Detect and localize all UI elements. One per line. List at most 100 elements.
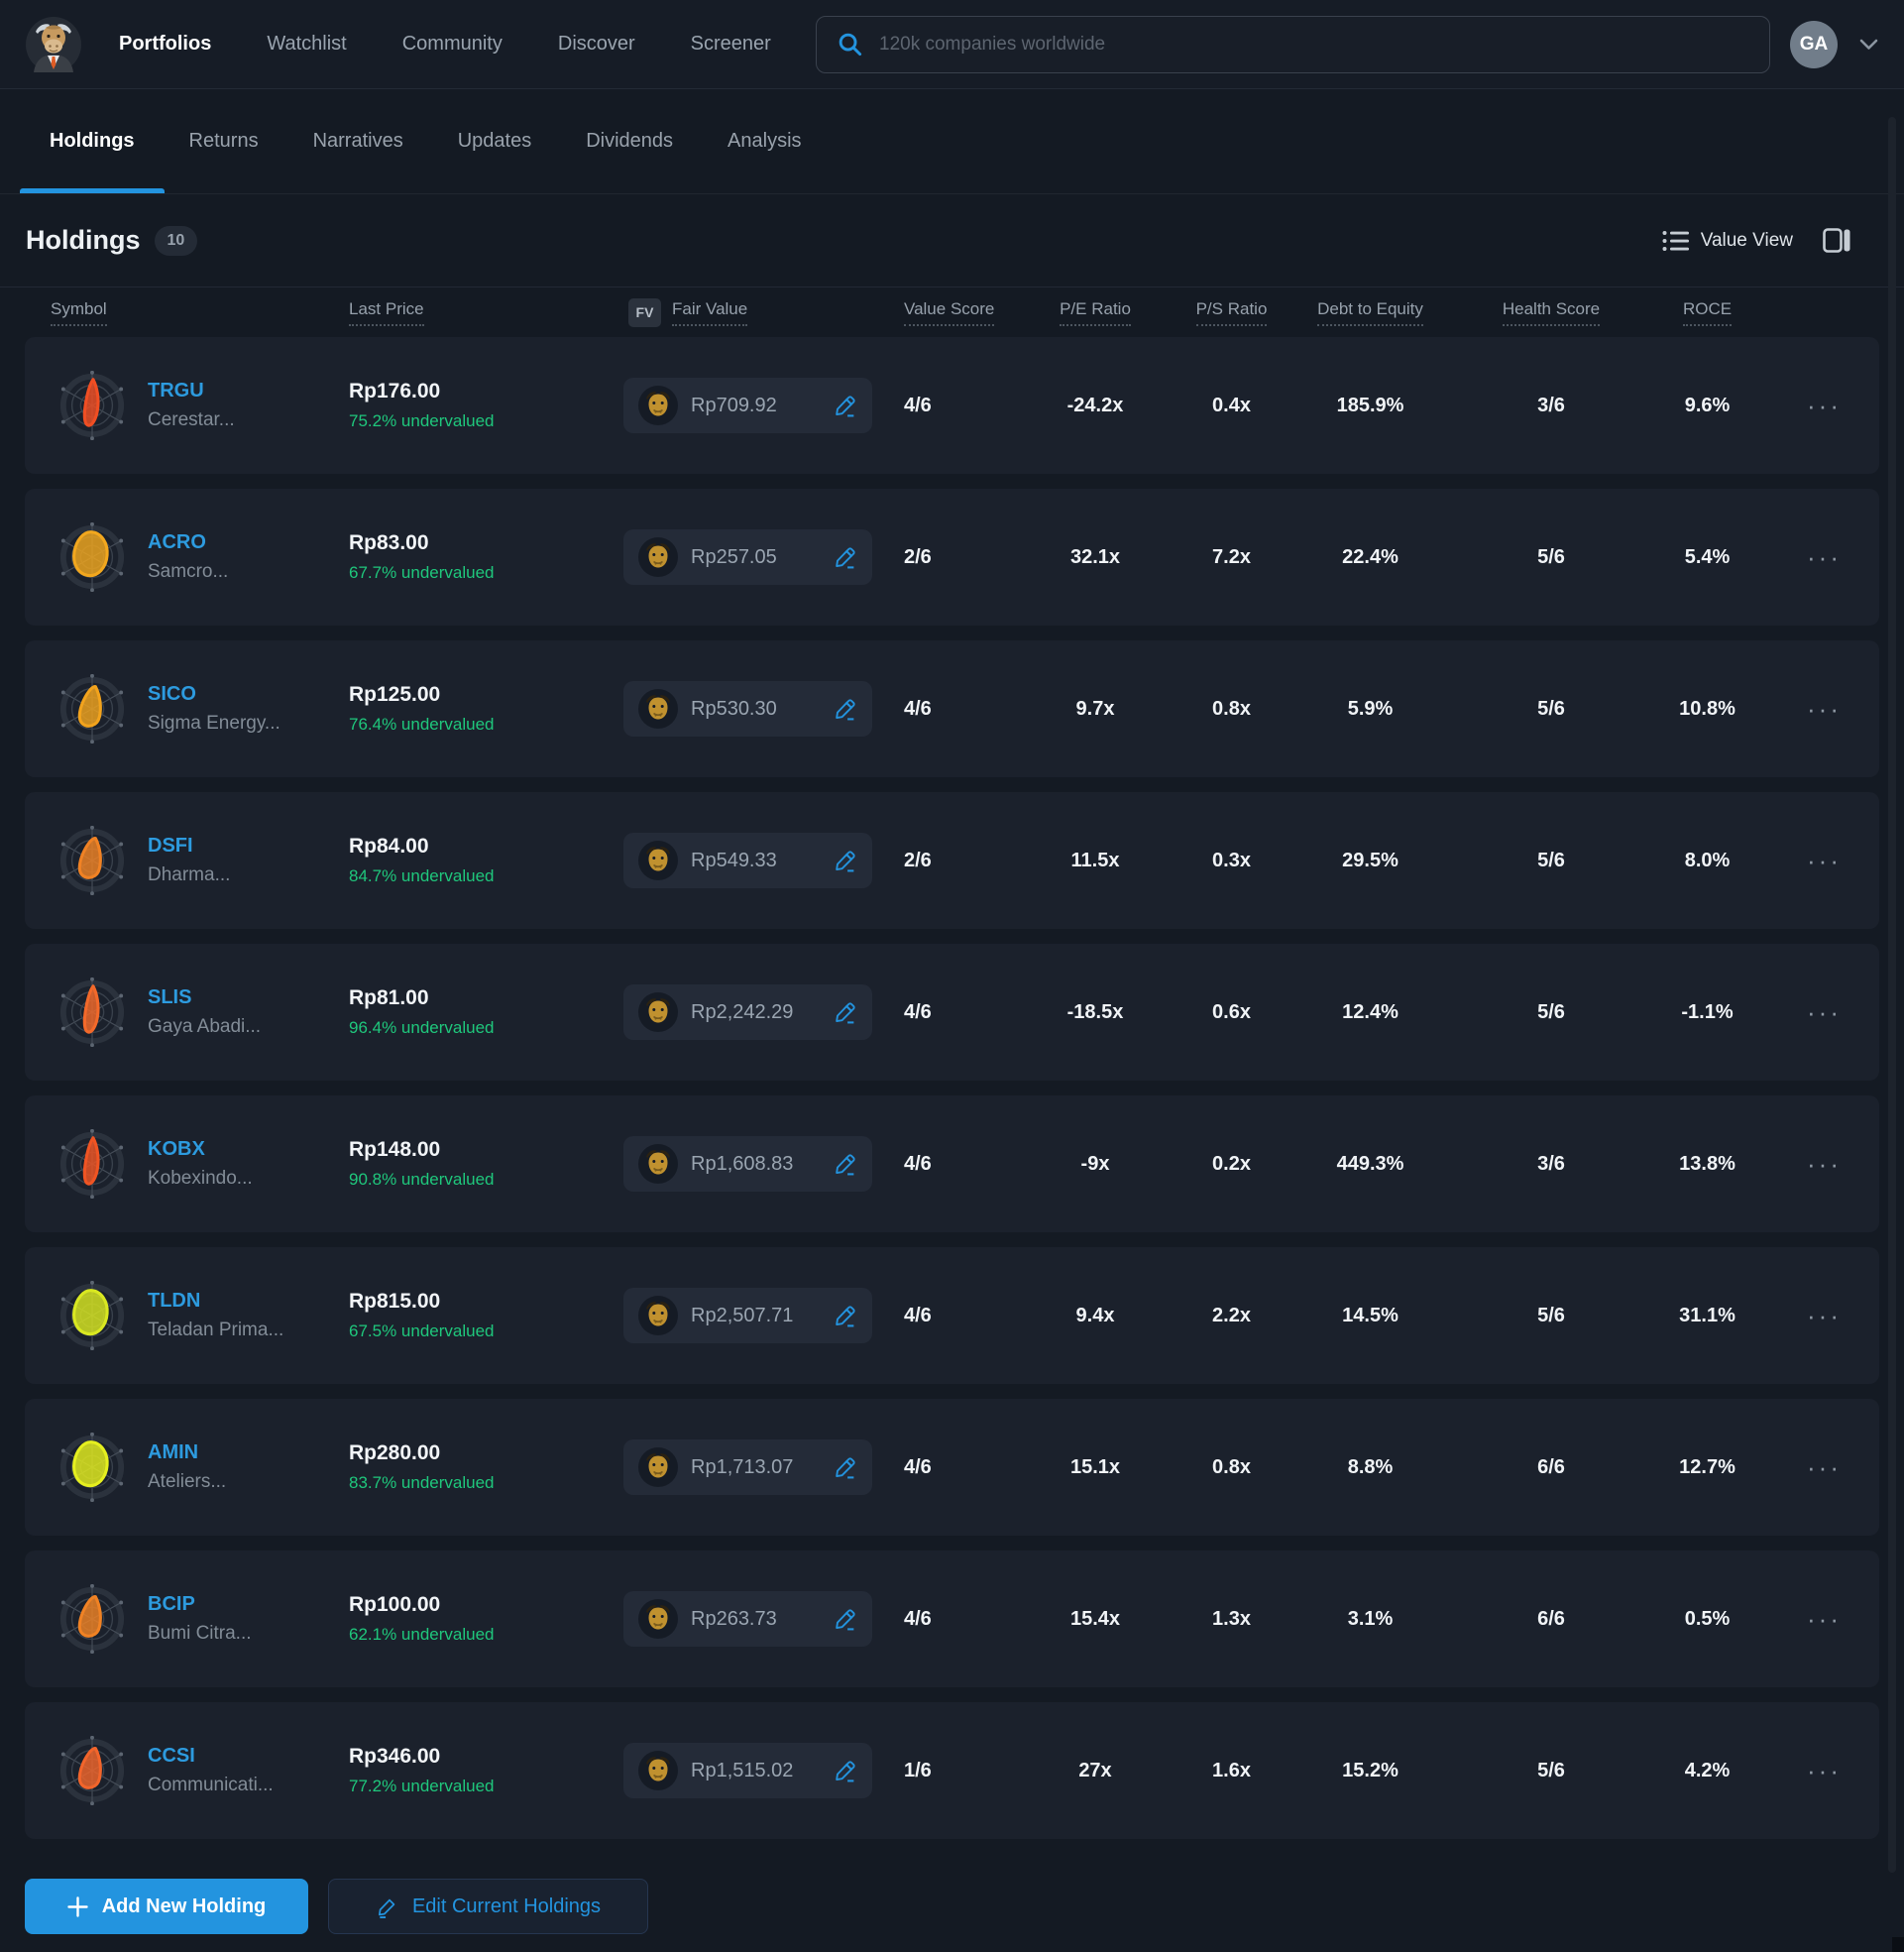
nav-item-watchlist[interactable]: Watchlist <box>267 33 347 55</box>
tab-holdings[interactable]: Holdings <box>20 89 164 193</box>
row-menu-button[interactable]: ··· <box>1807 1755 1842 1785</box>
ps-ratio: 0.8x <box>1212 1455 1251 1478</box>
ticker-link[interactable]: SLIS <box>148 986 192 1008</box>
ticker-link[interactable]: KOBX <box>148 1138 205 1160</box>
snowflake-icon[interactable] <box>57 976 127 1048</box>
holdings-table: Symbol Last Price FV Fair Value Value Sc… <box>25 287 1879 1839</box>
row-menu-button[interactable]: ··· <box>1807 1148 1842 1179</box>
snowflake-icon[interactable] <box>57 825 127 896</box>
table-row[interactable]: BCIP Bumi Citra... Rp100.00 62.1% underv… <box>25 1550 1879 1687</box>
snowflake-icon[interactable] <box>57 1280 127 1351</box>
snowflake-icon[interactable] <box>57 1583 127 1655</box>
chevron-down-icon[interactable] <box>1859 39 1878 51</box>
undervalued-label: 67.5% undervalued <box>349 1321 495 1340</box>
tab-narratives[interactable]: Narratives <box>312 130 403 152</box>
roce: 13.8% <box>1679 1152 1736 1175</box>
avatar[interactable]: GA <box>1790 20 1838 68</box>
edit-fair-value-icon[interactable] <box>833 1152 857 1177</box>
last-price: Rp280.00 <box>349 1441 441 1464</box>
ps-ratio: 0.2x <box>1212 1152 1251 1175</box>
value-view-toggle[interactable]: Value View <box>1662 230 1793 252</box>
column-header-roce[interactable]: ROCE <box>1645 299 1769 326</box>
health-score: 5/6 <box>1537 849 1565 871</box>
simply-wall-st-logo[interactable] <box>26 16 81 72</box>
search-input[interactable] <box>879 33 1749 56</box>
tab-dividends[interactable]: Dividends <box>586 130 674 152</box>
row-menu-button[interactable]: ··· <box>1807 541 1842 572</box>
ticker-link[interactable]: TRGU <box>148 380 204 402</box>
edit-fair-value-icon[interactable] <box>833 849 857 873</box>
snowflake-icon[interactable] <box>57 370 127 441</box>
pe-ratio: 15.1x <box>1069 1455 1121 1478</box>
fair-value-pill: Rp257.05 <box>623 529 872 585</box>
scrollbar[interactable] <box>1888 117 1896 1873</box>
row-menu-button[interactable]: ··· <box>1807 693 1842 724</box>
fair-value-amount: Rp709.92 <box>691 394 777 416</box>
table-row[interactable]: TRGU Cerestar... Rp176.00 75.2% underval… <box>25 337 1879 474</box>
row-menu-button[interactable]: ··· <box>1807 996 1842 1027</box>
search-bar[interactable] <box>816 15 1770 73</box>
fair-value-pill: Rp709.92 <box>623 378 872 433</box>
edit-fair-value-icon[interactable] <box>833 1607 857 1632</box>
bull-icon <box>638 1751 678 1790</box>
edit-fair-value-icon[interactable] <box>833 1759 857 1783</box>
snowflake-icon[interactable] <box>57 521 127 593</box>
company-name: Communicati... <box>148 1775 274 1795</box>
column-header-symbol[interactable]: Symbol <box>25 299 349 326</box>
tab-updates[interactable]: Updates <box>457 130 532 152</box>
column-header-value-score[interactable]: Value Score <box>897 299 1011 326</box>
nav-item-portfolios[interactable]: Portfolios <box>119 33 212 55</box>
column-header-debt-to-equity[interactable]: Debt to Equity <box>1284 299 1457 326</box>
ticker-link[interactable]: TLDN <box>148 1290 201 1312</box>
column-header-ps-ratio[interactable]: P/S Ratio <box>1179 299 1284 326</box>
add-new-holding-button[interactable]: Add New Holding <box>25 1879 308 1934</box>
edit-fair-value-icon[interactable] <box>833 394 857 418</box>
nav-item-community[interactable]: Community <box>401 33 503 55</box>
ticker-link[interactable]: SICO <box>148 683 196 705</box>
bull-icon <box>638 537 678 577</box>
table-row[interactable]: AMIN Ateliers... Rp280.00 83.7% underval… <box>25 1399 1879 1536</box>
edit-fair-value-icon[interactable] <box>833 1304 857 1328</box>
ticker-link[interactable]: BCIP <box>148 1593 195 1615</box>
table-row[interactable]: TLDN Teladan Prima... Rp815.00 67.5% und… <box>25 1247 1879 1384</box>
edit-fair-value-icon[interactable] <box>833 1455 857 1480</box>
ticker-link[interactable]: ACRO <box>148 531 206 553</box>
undervalued-label: 76.4% undervalued <box>349 715 495 734</box>
row-menu-button[interactable]: ··· <box>1807 390 1842 420</box>
undervalued-label: 96.4% undervalued <box>349 1018 495 1037</box>
last-price: Rp84.00 <box>349 835 429 858</box>
snowflake-icon[interactable] <box>57 1432 127 1503</box>
table-row[interactable]: SLIS Gaya Abadi... Rp81.00 96.4% underva… <box>25 944 1879 1081</box>
roce: 4.2% <box>1684 1759 1731 1781</box>
column-header-health-score[interactable]: Health Score <box>1457 299 1645 326</box>
side-panel-toggle-icon[interactable] <box>1823 228 1850 253</box>
nav-item-screener[interactable]: Screener <box>690 33 771 55</box>
table-row[interactable]: DSFI Dharma... Rp84.00 84.7% undervalued <box>25 792 1879 929</box>
table-row[interactable]: KOBX Kobexindo... Rp148.00 90.8% underva… <box>25 1095 1879 1232</box>
edit-fair-value-icon[interactable] <box>833 1000 857 1025</box>
table-row[interactable]: SICO Sigma Energy... Rp125.00 76.4% unde… <box>25 640 1879 777</box>
row-menu-button[interactable]: ··· <box>1807 1603 1842 1634</box>
value-score: 2/6 <box>904 545 932 568</box>
table-row[interactable]: CCSI Communicati... Rp346.00 77.2% under… <box>25 1702 1879 1839</box>
row-menu-button[interactable]: ··· <box>1807 1300 1842 1330</box>
snowflake-icon[interactable] <box>57 1128 127 1200</box>
column-header-last-price[interactable]: Last Price <box>349 299 623 326</box>
edit-current-holdings-button[interactable]: Edit Current Holdings <box>328 1879 648 1934</box>
scrollbar-corner <box>1892 1937 1904 1952</box>
ticker-link[interactable]: AMIN <box>148 1441 199 1463</box>
snowflake-icon[interactable] <box>57 673 127 745</box>
edit-fair-value-icon[interactable] <box>833 545 857 570</box>
row-menu-button[interactable]: ··· <box>1807 845 1842 875</box>
row-menu-button[interactable]: ··· <box>1807 1451 1842 1482</box>
ticker-link[interactable]: DSFI <box>148 835 193 857</box>
nav-item-discover[interactable]: Discover <box>557 33 635 55</box>
table-row[interactable]: ACRO Samcro... Rp83.00 67.7% undervalued <box>25 489 1879 626</box>
tab-analysis[interactable]: Analysis <box>728 130 802 152</box>
column-header-pe-ratio[interactable]: P/E Ratio <box>1011 299 1179 326</box>
snowflake-icon[interactable] <box>57 1735 127 1806</box>
ticker-link[interactable]: CCSI <box>148 1745 195 1767</box>
column-header-fair-value[interactable]: FV Fair Value <box>623 297 897 327</box>
edit-fair-value-icon[interactable] <box>833 697 857 722</box>
tab-returns[interactable]: Returns <box>188 130 259 152</box>
